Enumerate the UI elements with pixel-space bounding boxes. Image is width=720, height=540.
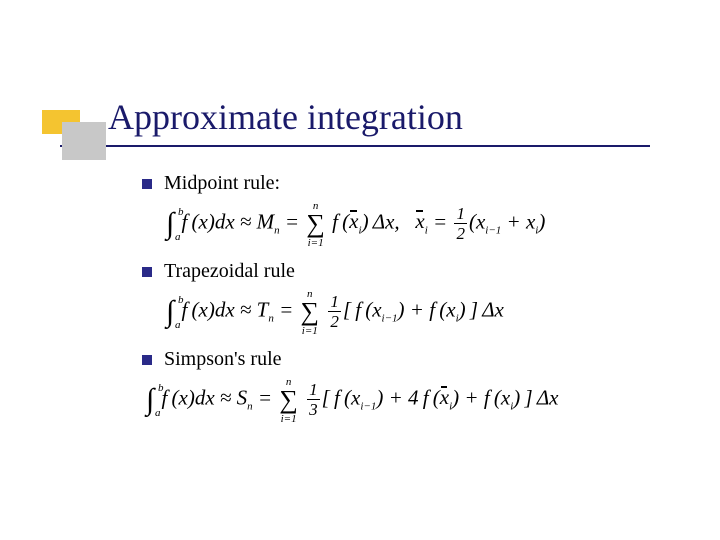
sum-lower: i=1 (281, 413, 297, 425)
sum-upper: n (313, 200, 319, 212)
item-midpoint: Midpoint rule: ∫ab f (x)dx ≈ Mn = ∑ni=1 … (142, 172, 682, 242)
item-label: Simpson's rule (164, 348, 282, 371)
frac-den: 3 (307, 399, 320, 418)
sum-sign: ∑ni=1 (301, 297, 320, 327)
midpoint-equation: ∫ab f (x)dx ≈ Mn = ∑ni=1 f (xi) Δx, xi =… (166, 205, 682, 242)
int-lower: a (155, 407, 161, 419)
slide-title: Approximate integration (108, 96, 463, 138)
title-underline (60, 145, 650, 147)
int-upper: b (178, 294, 184, 306)
integral-sign: ∫ab (166, 207, 174, 241)
sum-upper: n (307, 288, 313, 300)
item-simpson: Simpson's rule ∫ab f (x)dx ≈ Sn = ∑ni=1 … (142, 348, 682, 418)
bullet-icon (142, 355, 152, 365)
simpson-equation: ∫ab f (x)dx ≈ Sn = ∑ni=1 13[ f (xi−1) + … (146, 381, 682, 418)
int-lower: a (175, 319, 181, 331)
sum-sign: ∑ni=1 (306, 209, 325, 239)
bullet-icon (142, 267, 152, 277)
content-area: Midpoint rule: ∫ab f (x)dx ≈ Mn = ∑ni=1 … (142, 172, 682, 436)
sum-sign: ∑ni=1 (279, 385, 298, 415)
sum-upper: n (286, 376, 292, 388)
item-label: Trapezoidal rule (164, 260, 295, 283)
integral-sign: ∫ab (166, 295, 174, 329)
frac-num: 1 (307, 381, 320, 399)
bullet-line: Simpson's rule (142, 348, 682, 371)
frac-den: 2 (328, 311, 341, 330)
int-upper: b (158, 382, 164, 394)
bullet-line: Midpoint rule: (142, 172, 682, 195)
item-label: Midpoint rule: (164, 172, 280, 195)
sum-lower: i=1 (308, 237, 324, 249)
frac-num: 1 (328, 293, 341, 311)
int-upper: b (178, 206, 184, 218)
sum-lower: i=1 (302, 325, 318, 337)
decor-gray-box (62, 122, 106, 160)
item-trapezoidal: Trapezoidal rule ∫ab f (x)dx ≈ Tn = ∑ni=… (142, 260, 682, 330)
bullet-icon (142, 179, 152, 189)
trapezoidal-equation: ∫ab f (x)dx ≈ Tn = ∑ni=1 12[ f (xi−1) + … (166, 293, 682, 330)
bullet-line: Trapezoidal rule (142, 260, 682, 283)
integral-sign: ∫ab (146, 383, 154, 417)
int-lower: a (175, 231, 181, 243)
